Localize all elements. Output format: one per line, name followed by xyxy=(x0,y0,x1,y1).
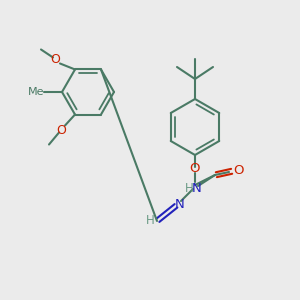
Text: Me: Me xyxy=(28,87,44,97)
Text: N: N xyxy=(192,182,202,196)
Text: O: O xyxy=(233,164,243,178)
Text: N: N xyxy=(175,199,185,212)
Text: O: O xyxy=(56,124,66,137)
Text: H: H xyxy=(146,214,154,227)
Text: O: O xyxy=(50,53,60,66)
Text: H: H xyxy=(184,182,194,196)
Text: O: O xyxy=(190,163,200,176)
